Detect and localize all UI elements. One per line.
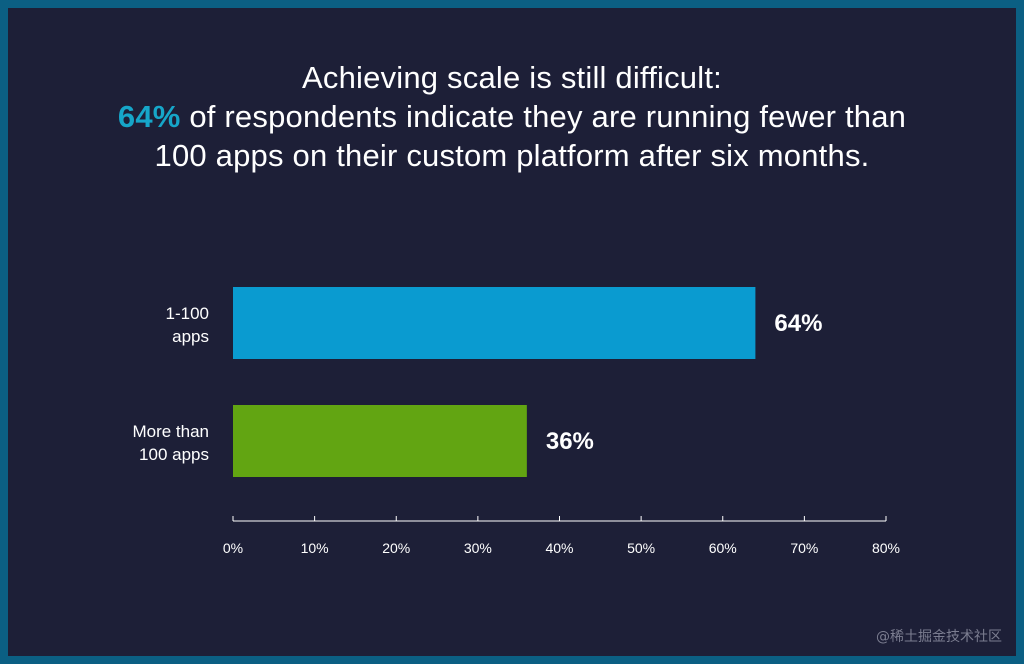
x-tick-label-70: 70% xyxy=(790,540,818,556)
x-tick-label-40: 40% xyxy=(545,540,573,556)
data-label-2: 36% xyxy=(546,428,594,455)
category-label-1-line-1: 1-100 xyxy=(166,304,209,323)
chart-title: Achieving scale is still difficult: 64% … xyxy=(48,58,976,175)
title-line-3: 100 apps on their custom platform after … xyxy=(154,138,870,173)
x-tick-label-10: 10% xyxy=(301,540,329,556)
title-line-1: Achieving scale is still difficult: xyxy=(302,60,722,95)
x-tick-label-80: 80% xyxy=(872,540,900,556)
title-highlight: 64% xyxy=(117,99,181,134)
category-label-2-line-1: More than xyxy=(132,422,209,441)
title-line-2-rest: of respondents indicate they are running… xyxy=(180,99,907,134)
x-tick-label-30: 30% xyxy=(464,540,492,556)
bar-chart: 64% 1-100 apps 36% More than 100 apps 0% 10% 20%… xyxy=(132,287,900,556)
bar-1 xyxy=(233,287,756,359)
x-tick-label-0: 0% xyxy=(223,540,243,556)
title-line-2: 64% of respondents indicate they are run… xyxy=(48,97,976,136)
x-tick-label-20: 20% xyxy=(382,540,410,556)
watermark: @稀土掘金技术社区 xyxy=(876,629,1002,645)
x-tick-label-50: 50% xyxy=(627,540,655,556)
category-label-1-line-2: apps xyxy=(172,327,209,346)
x-tick-label-60: 60% xyxy=(709,540,737,556)
bar-2 xyxy=(233,405,527,477)
category-label-2-line-2: 100 apps xyxy=(139,445,209,464)
category-label-1: 1-100 apps xyxy=(166,304,209,346)
data-label-1: 64% xyxy=(774,310,822,337)
category-label-2: More than 100 apps xyxy=(132,422,209,464)
